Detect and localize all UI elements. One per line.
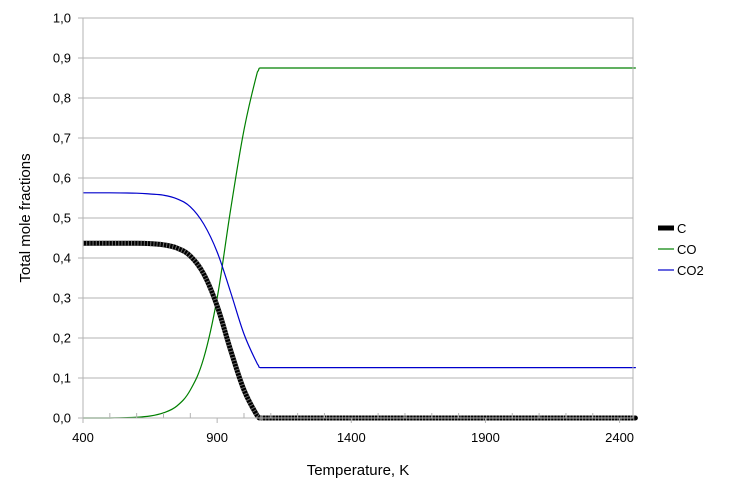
- y-tick-label: 0,7: [53, 131, 71, 146]
- x-tick-label: 1900: [471, 430, 500, 445]
- legend: C CO CO2: [658, 221, 704, 278]
- series-lines: [83, 67, 638, 421]
- y-tick-label: 0,6: [53, 171, 71, 186]
- x-axis-title: Temperature, K: [307, 462, 410, 479]
- y-tick-label: 0,3: [53, 291, 71, 306]
- y-axis-title: Total mole fractions: [17, 153, 34, 282]
- y-tick-label: 0,1: [53, 371, 71, 386]
- series-c-line: [83, 240, 638, 421]
- x-tick-label: 400: [72, 430, 94, 445]
- tick-labels: 0,0 0,1 0,2 0,3 0,4 0,5 0,6 0,7 0,8 0,9 1,0 400 900 1…: [53, 11, 634, 446]
- y-tick-label: 0,5: [53, 211, 71, 226]
- x-tick-label: 900: [206, 430, 228, 445]
- grid-lines: [83, 17, 633, 419]
- y-tick-label: 0,8: [53, 91, 71, 106]
- y-tick-label: 1,0: [53, 11, 71, 26]
- y-tick-label: 0,4: [53, 251, 71, 266]
- series-co-line: [83, 67, 636, 419]
- x-tick-label: 2400: [605, 430, 634, 445]
- y-tick-label: 0,2: [53, 331, 71, 346]
- legend-label-co2: CO2: [677, 263, 704, 278]
- y-tick-label: 0,9: [53, 51, 71, 66]
- x-tick-label: 1400: [337, 430, 366, 445]
- axis-ticks: [78, 17, 621, 423]
- legend-label-c: C: [677, 221, 686, 236]
- series-c-marker-texture: [83, 240, 638, 421]
- series-co2-line: [83, 192, 636, 369]
- legend-label-co: CO: [677, 242, 697, 257]
- y-tick-label: 0,0: [53, 411, 71, 426]
